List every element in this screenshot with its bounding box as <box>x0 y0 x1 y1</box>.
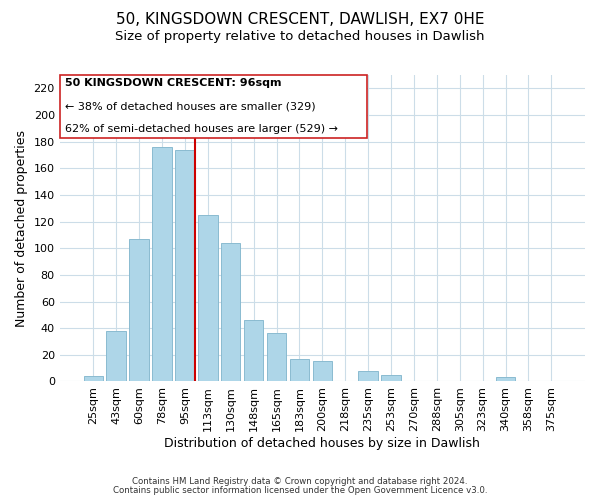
Bar <box>130 239 149 382</box>
Bar <box>267 334 286 382</box>
FancyBboxPatch shape <box>59 75 367 138</box>
Bar <box>106 331 126 382</box>
Text: 50, KINGSDOWN CRESCENT, DAWLISH, EX7 0HE: 50, KINGSDOWN CRESCENT, DAWLISH, EX7 0HE <box>116 12 484 28</box>
Bar <box>496 378 515 382</box>
Text: 62% of semi-detached houses are larger (529) →: 62% of semi-detached houses are larger (… <box>65 124 338 134</box>
Bar <box>244 320 263 382</box>
Text: 50 KINGSDOWN CRESCENT: 96sqm: 50 KINGSDOWN CRESCENT: 96sqm <box>65 78 281 88</box>
Bar <box>290 359 309 382</box>
Text: Contains HM Land Registry data © Crown copyright and database right 2024.: Contains HM Land Registry data © Crown c… <box>132 477 468 486</box>
Text: ← 38% of detached houses are smaller (329): ← 38% of detached houses are smaller (32… <box>65 101 316 111</box>
Bar <box>83 376 103 382</box>
Bar <box>152 147 172 382</box>
Bar <box>198 215 218 382</box>
Bar <box>221 243 241 382</box>
Bar <box>175 150 194 382</box>
X-axis label: Distribution of detached houses by size in Dawlish: Distribution of detached houses by size … <box>164 437 480 450</box>
Text: Size of property relative to detached houses in Dawlish: Size of property relative to detached ho… <box>115 30 485 43</box>
Y-axis label: Number of detached properties: Number of detached properties <box>15 130 28 326</box>
Text: Contains public sector information licensed under the Open Government Licence v3: Contains public sector information licen… <box>113 486 487 495</box>
Bar <box>358 371 378 382</box>
Bar <box>382 375 401 382</box>
Bar <box>313 362 332 382</box>
